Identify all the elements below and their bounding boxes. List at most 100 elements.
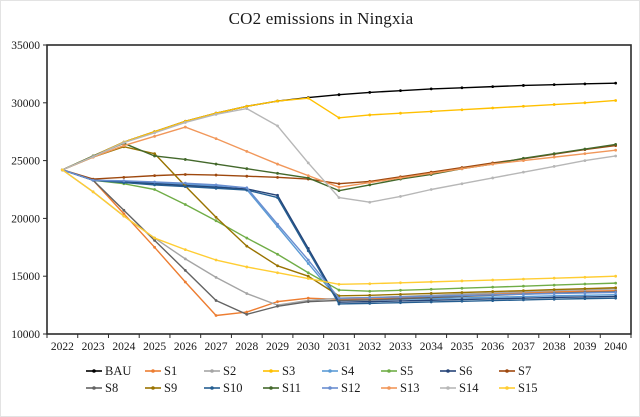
series-marker-S5 xyxy=(491,285,495,289)
x-tick-label: 2035 xyxy=(450,341,473,353)
legend-label: S5 xyxy=(400,364,414,378)
series-marker-S1 xyxy=(122,212,126,216)
series-marker-S2 xyxy=(214,275,218,279)
series-marker-S9 xyxy=(153,152,156,156)
series-marker-S9 xyxy=(276,264,279,268)
legend-item-S11: S11 xyxy=(262,381,321,395)
series-marker-S12 xyxy=(183,181,187,185)
series-marker-S12 xyxy=(214,183,218,187)
series-marker-S3 xyxy=(245,104,249,108)
series-marker-BAU xyxy=(429,87,433,91)
x-tick-label: 2022 xyxy=(51,341,74,353)
x-tick-label: 2037 xyxy=(512,341,535,353)
series-marker-S8 xyxy=(214,299,218,302)
chart-legend: BAU S1 S2 S3 S4 S5 S6 S7 S8 S9 S10 S11 S12 S13 S14 S15 xyxy=(1,364,639,395)
series-marker-S12 xyxy=(91,178,95,182)
series-marker-S7 xyxy=(214,173,218,177)
series-marker-S14 xyxy=(491,176,495,180)
legend-item-S3: S3 xyxy=(262,364,321,378)
legend-line-icon xyxy=(499,386,515,390)
legend-label: S8 xyxy=(105,381,119,395)
series-marker-S9 xyxy=(522,289,525,293)
series-marker-S11 xyxy=(368,183,372,187)
series-marker-S12 xyxy=(399,295,402,299)
legend-line-icon xyxy=(86,386,102,390)
series-marker-S8 xyxy=(306,300,310,304)
legend-label: BAU xyxy=(105,364,132,378)
series-marker-S9 xyxy=(214,215,218,219)
series-marker-S10 xyxy=(368,301,372,305)
series-marker-S1 xyxy=(153,245,156,249)
series-marker-S13 xyxy=(214,137,218,141)
series-marker-S14 xyxy=(429,188,433,191)
series-marker-S14 xyxy=(399,195,402,198)
legend-line-icon xyxy=(204,386,220,390)
series-marker-S9 xyxy=(552,288,556,292)
series-marker-S3 xyxy=(522,104,525,108)
x-tick-label: 2026 xyxy=(174,341,197,353)
series-marker-S9 xyxy=(245,244,249,248)
legend-label: S13 xyxy=(400,381,420,395)
legend-label: S15 xyxy=(518,381,538,395)
legend-item-S5: S5 xyxy=(380,364,439,378)
series-marker-S1 xyxy=(245,310,249,314)
x-tick-label: 2032 xyxy=(358,341,381,353)
series-marker-S10 xyxy=(214,186,218,190)
legend-row: S8 S9 S10 S11 S12 S13 S14 S15 xyxy=(85,381,557,395)
series-marker-S13 xyxy=(399,176,402,180)
series-marker-S8 xyxy=(276,304,279,308)
y-tick-label: 15000 xyxy=(11,271,40,283)
series-marker-S11 xyxy=(214,162,218,166)
series-marker-S11 xyxy=(583,147,587,151)
series-marker-S15 xyxy=(614,274,618,278)
series-marker-S10 xyxy=(337,302,341,306)
legend-line-icon xyxy=(204,369,220,373)
x-tick-label: 2039 xyxy=(573,341,596,353)
series-marker-BAU xyxy=(583,82,587,86)
series-marker-S5 xyxy=(614,281,618,285)
x-tick-label: 2034 xyxy=(420,341,443,353)
series-marker-S5 xyxy=(306,271,310,275)
series-marker-S5 xyxy=(153,188,156,191)
series-marker-S10 xyxy=(552,297,556,301)
series-marker-S5 xyxy=(399,288,402,292)
series-marker-S15 xyxy=(583,275,587,279)
series-marker-S5 xyxy=(460,286,464,290)
series-marker-BAU xyxy=(460,86,464,90)
y-tick-label: 35000 xyxy=(11,40,40,52)
series-marker-S7 xyxy=(153,174,156,178)
series-marker-S10 xyxy=(153,183,156,187)
series-marker-BAU xyxy=(491,85,495,89)
legend-item-S10: S10 xyxy=(203,381,262,395)
legend-line-icon xyxy=(381,386,397,390)
series-marker-S9 xyxy=(460,291,464,294)
series-marker-BAU xyxy=(399,89,402,93)
series-marker-S14 xyxy=(245,107,249,110)
series-marker-S4 xyxy=(306,262,310,265)
series-marker-S13 xyxy=(583,152,587,156)
legend-label: S14 xyxy=(459,381,479,395)
series-marker-S12 xyxy=(276,222,279,226)
series-marker-S9 xyxy=(399,292,402,296)
x-tick-label: 2040 xyxy=(604,341,627,353)
series-marker-S13 xyxy=(183,125,187,129)
series-marker-S14 xyxy=(276,124,279,128)
series-marker-S15 xyxy=(429,280,433,284)
series-marker-S5 xyxy=(429,287,433,291)
series-marker-S3 xyxy=(552,103,556,106)
series-marker-S13 xyxy=(552,155,556,159)
series-marker-S14 xyxy=(522,170,525,174)
series-line-S9 xyxy=(62,146,616,297)
x-tick-label: 2038 xyxy=(543,341,566,353)
series-marker-S11 xyxy=(337,189,341,193)
series-marker-S9 xyxy=(614,286,618,290)
legend-line-icon xyxy=(145,369,161,373)
series-marker-S13 xyxy=(245,149,249,153)
legend-item-S12: S12 xyxy=(321,381,380,395)
series-marker-S14 xyxy=(460,182,464,186)
series-marker-BAU xyxy=(552,83,556,87)
series-marker-S12 xyxy=(368,296,372,299)
series-marker-S10 xyxy=(491,299,495,302)
series-marker-S10 xyxy=(399,301,402,305)
